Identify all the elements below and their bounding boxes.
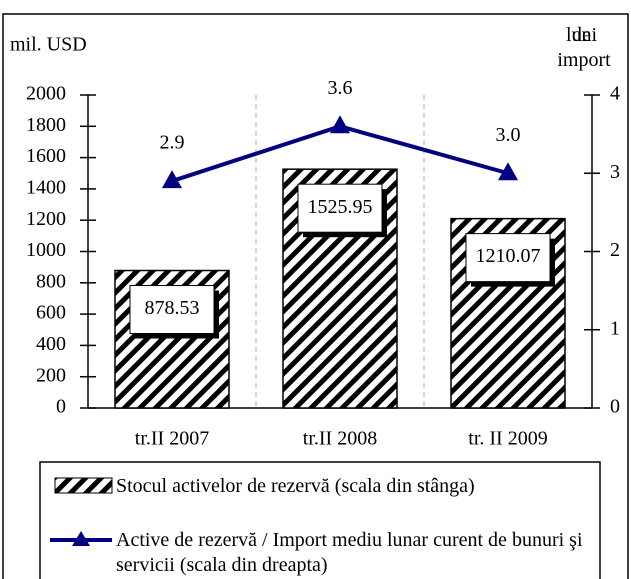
y-tick-label: 1400 [26, 176, 66, 198]
value-label: 2.9 [160, 132, 185, 154]
y2-axis-label: luni de import [557, 24, 611, 71]
x-tick-label: tr.II 2008 [303, 428, 377, 450]
marker [330, 115, 350, 134]
value-label-box [129, 285, 215, 335]
y-tick-label: 1800 [26, 114, 66, 136]
x-tick-label: tr.II 2007 [135, 428, 209, 450]
legend-swatch-marker [72, 531, 90, 546]
y-tick-label: 200 [36, 364, 66, 386]
value-label-box [297, 183, 383, 233]
x-tick-label: tr. II 2009 [468, 428, 547, 450]
value-label-box [465, 233, 551, 283]
legend-swatch-bar [54, 477, 113, 494]
y-tick-label: 1200 [26, 208, 66, 230]
value-label: 1525.95 [308, 196, 373, 218]
value-label: 878.53 [145, 297, 200, 319]
value-label: 3.6 [328, 77, 353, 99]
y-tick-label: 600 [36, 302, 66, 324]
y2-tick-label: 1 [610, 317, 620, 339]
legend-box [39, 461, 601, 579]
y2-tick-label: 0 [610, 396, 620, 418]
legend-label: Stocul activelor de rezervă (scala din s… [116, 475, 475, 497]
y-tick-label: 400 [36, 333, 66, 355]
y-axis-label: mil. USD [10, 34, 87, 56]
value-label: 3.0 [496, 124, 521, 146]
y2-tick-label: 3 [610, 161, 620, 183]
marker [498, 162, 518, 181]
frame [2, 13, 629, 579]
y-tick-label: 1600 [26, 145, 66, 167]
y2-tick-label: 2 [610, 239, 620, 261]
y-tick-label: 0 [56, 396, 66, 418]
marker [162, 170, 182, 189]
y2-tick-label: 4 [610, 83, 620, 105]
y-tick-label: 1000 [26, 239, 66, 261]
legend-label: Active de rezervă / Import mediu lunar c… [116, 529, 583, 576]
value-label: 1210.07 [476, 245, 541, 267]
y-tick-label: 2000 [26, 83, 66, 105]
y-tick-label: 800 [36, 270, 66, 292]
